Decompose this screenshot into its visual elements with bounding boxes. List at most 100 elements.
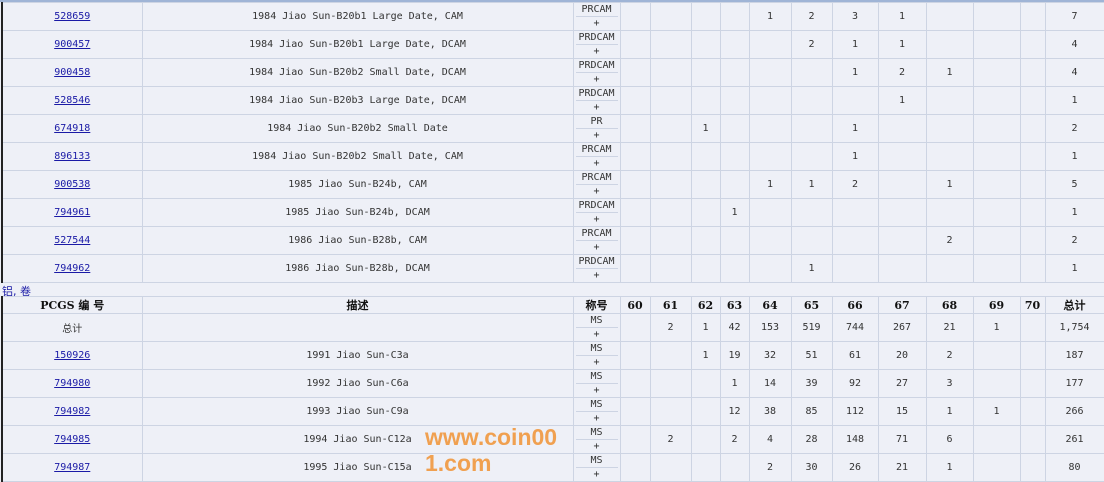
table-row: 794982 1993 Jiao Sun-C9a MS +12 38 85 112 15 1 1 2… — [1, 397, 1104, 426]
pcgs-id-link[interactable]: 794980 — [54, 378, 91, 389]
count-grade-66: 26 — [831, 453, 879, 482]
header-total: 总计 — [1044, 296, 1104, 314]
count-grade-61 — [649, 341, 692, 370]
count-grade-70 — [1019, 2, 1046, 31]
count-grade-61 — [649, 142, 692, 171]
count-grade-65: 28 — [790, 425, 833, 454]
pcgs-id-link[interactable]: 528546 — [54, 95, 91, 106]
header-grade-65: 65 — [790, 296, 833, 314]
pcgs-id-cell: 674918 — [1, 114, 143, 143]
count-grade-64: 14 — [748, 369, 792, 398]
count-grade-64 — [748, 254, 792, 283]
pcgs-id-link[interactable]: 794961 — [54, 207, 91, 218]
count-grade-64 — [748, 30, 792, 59]
count-grade-61 — [649, 86, 692, 115]
count-grade-62 — [690, 254, 721, 283]
description-cell: 1995 Jiao Sun-C15a — [141, 453, 574, 482]
count-grade-69: 1 — [972, 313, 1021, 342]
grade-cell: PRCAM + — [572, 142, 621, 171]
count-grade-61: 2 — [649, 425, 692, 454]
count-grade-66: 2 — [831, 170, 879, 199]
count-grade-62 — [690, 30, 721, 59]
count-grade-67 — [877, 114, 927, 143]
count-grade-67: 21 — [877, 453, 927, 482]
pcgs-id-link[interactable]: 794982 — [54, 406, 91, 417]
count-grade-67: 15 — [877, 397, 927, 426]
count-grade-66: 744 — [831, 313, 879, 342]
count-grade-60 — [619, 254, 651, 283]
count-grade-65 — [790, 142, 833, 171]
grade-plus: + — [593, 242, 600, 253]
pcgs-id-link[interactable]: 150926 — [54, 350, 91, 361]
count-grade-68 — [925, 254, 974, 283]
pcgs-id-link[interactable]: 896133 — [54, 151, 91, 162]
grade-cell: PRDCAM + — [572, 254, 621, 283]
description-cell: 1986 Jiao Sun-B28b, DCAM — [141, 254, 574, 283]
count-grade-64: 1 — [748, 2, 792, 31]
pcgs-id-link[interactable]: 900457 — [54, 39, 91, 50]
count-grade-63 — [719, 170, 750, 199]
pcgs-id-cell: 794987 — [1, 453, 143, 482]
description-cell: 1991 Jiao Sun-C3a — [141, 341, 574, 370]
grade-plus: + — [593, 329, 600, 340]
grade-cell: MS + — [572, 341, 621, 370]
pcgs-id-link[interactable]: 527544 — [54, 235, 91, 246]
grade-cell: PRCAM + — [572, 226, 621, 255]
count-grade-66 — [831, 226, 879, 255]
count-grade-62 — [690, 425, 721, 454]
total-cell: 4 — [1044, 30, 1104, 59]
count-grade-65 — [790, 114, 833, 143]
grade-cell: MS + — [572, 425, 621, 454]
pcgs-id-link[interactable]: 794987 — [54, 462, 91, 473]
header-border — [0, 0, 1104, 2]
pcgs-id-link[interactable]: 794962 — [54, 263, 91, 274]
category-link[interactable]: 铝, 卷 — [2, 285, 31, 298]
count-grade-63 — [719, 254, 750, 283]
header-grade-66: 66 — [831, 296, 879, 314]
grade-label: MS — [575, 315, 618, 328]
grade-cell: PR + — [572, 114, 621, 143]
grade-plus: + — [593, 270, 600, 281]
count-grade-68: 6 — [925, 425, 974, 454]
count-grade-65: 2 — [790, 30, 833, 59]
count-grade-60 — [619, 170, 651, 199]
pcgs-id-link[interactable]: 900458 — [54, 67, 91, 78]
total-cell: 266 — [1044, 397, 1104, 426]
grade-label: PR — [575, 116, 618, 129]
count-grade-70 — [1019, 341, 1046, 370]
count-grade-66: 1 — [831, 30, 879, 59]
total-cell: 2 — [1044, 114, 1104, 143]
count-grade-62 — [690, 198, 721, 227]
count-grade-60 — [619, 58, 651, 87]
grade-cell: PRDCAM + — [572, 198, 621, 227]
header-grade: 称号 — [572, 296, 621, 314]
count-grade-60 — [619, 453, 651, 482]
grade-plus: + — [593, 469, 600, 480]
grade-label: PRDCAM — [575, 60, 618, 73]
grade-plus: + — [593, 102, 600, 113]
count-grade-61 — [649, 198, 692, 227]
pcgs-id-cell: 150926 — [1, 341, 143, 370]
count-grade-66: 3 — [831, 2, 879, 31]
grade-cell: PRCAM + — [572, 170, 621, 199]
count-grade-63 — [719, 114, 750, 143]
count-grade-62 — [690, 226, 721, 255]
count-grade-65 — [790, 226, 833, 255]
pcgs-id-link[interactable]: 674918 — [54, 123, 91, 134]
count-grade-70 — [1019, 226, 1046, 255]
pcgs-id-link[interactable]: 528659 — [54, 11, 91, 22]
population-table-ms: PCGS 编 号 描述 称号 60 61 62 63 64 65 66 67 68 69 70 总计 … — [1, 296, 1104, 482]
pcgs-id-link[interactable]: 794985 — [54, 434, 91, 445]
count-grade-68: 2 — [925, 341, 974, 370]
header-grade-60: 60 — [619, 296, 651, 314]
header-grade-68: 68 — [925, 296, 974, 314]
count-grade-65: 30 — [790, 453, 833, 482]
count-grade-67 — [877, 198, 927, 227]
count-grade-68 — [925, 114, 974, 143]
pcgs-id-link[interactable]: 900538 — [54, 179, 91, 190]
count-grade-62 — [690, 170, 721, 199]
total-cell: 2 — [1044, 226, 1104, 255]
count-grade-68: 1 — [925, 453, 974, 482]
count-grade-66 — [831, 254, 879, 283]
header-pcgs-id: PCGS 编 号 — [1, 296, 143, 314]
